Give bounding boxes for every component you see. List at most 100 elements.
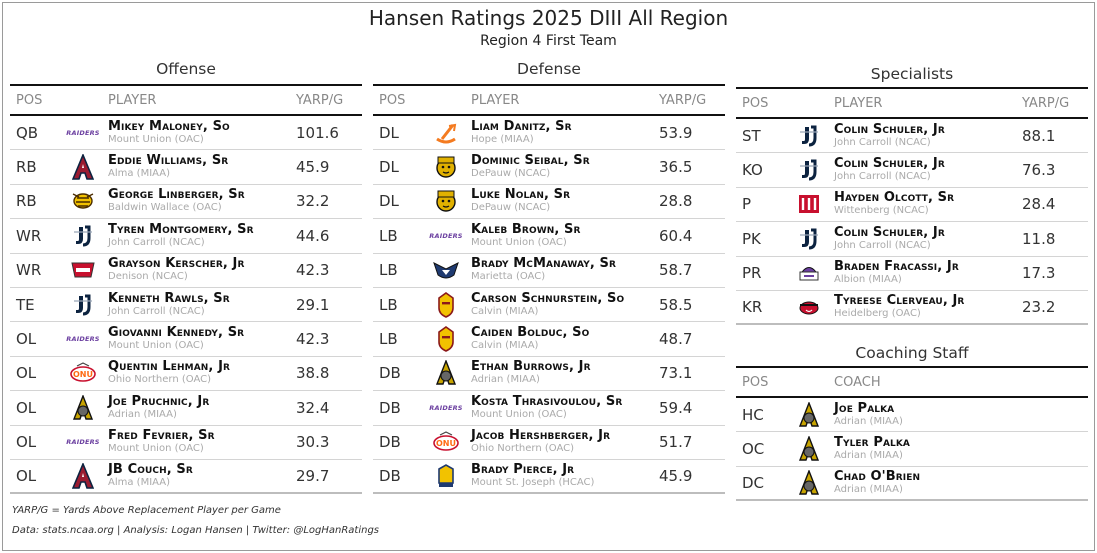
player-team: Marietta (OAC) bbox=[471, 271, 546, 283]
table-row: OC Tyler Palka Adrian (MIAA) bbox=[736, 432, 1088, 467]
player-name: Tyren Montgomery, Sr bbox=[108, 221, 254, 237]
marietta-pioneer-logo bbox=[432, 259, 460, 281]
player-cell: Kosta Thrasivoulou, Sr Mount Union (OAC) bbox=[469, 393, 655, 421]
player-cell: Mikey Maloney, So Mount Union (OAC) bbox=[106, 119, 292, 146]
hope-anchor-logo bbox=[433, 121, 459, 145]
table-row: PK Colin Schuler, Jr John Carroll (NCAC) 11… bbox=[736, 222, 1088, 257]
yarp-value: 44.6 bbox=[296, 226, 330, 245]
table-row: TE Kenneth Rawls, Sr John Carroll (NCAC) 29… bbox=[10, 288, 362, 323]
offense-header: POS PLAYER YARP/G bbox=[10, 84, 362, 116]
player-cell: Braden Fracassi, Jr Albion (MIAA) bbox=[832, 260, 1018, 286]
position-cell: KO bbox=[742, 161, 763, 180]
wittenberg-w-logo bbox=[798, 193, 820, 215]
jcu-logo bbox=[71, 293, 95, 317]
yarp-value: 58.5 bbox=[659, 295, 693, 314]
yarp-value: 38.8 bbox=[296, 364, 330, 383]
player-team: Mount Union (OAC) bbox=[108, 340, 204, 352]
depauw-tiger-logo bbox=[435, 189, 457, 213]
player-team: Calvin (MIAA) bbox=[471, 340, 539, 352]
specialists-section: Specialists POS PLAYER YARP/G ST Colin Sc… bbox=[736, 63, 1088, 326]
heidelberg-student-prince-logo bbox=[796, 296, 822, 318]
player-cell: Kaleb Brown, Sr Mount Union (OAC) bbox=[469, 221, 655, 249]
pos-header: POS bbox=[742, 374, 769, 390]
position-cell: DL bbox=[379, 158, 399, 177]
team-logo-cell bbox=[60, 224, 106, 248]
albion-britons-logo bbox=[796, 262, 822, 284]
position-cell: WR bbox=[16, 261, 42, 280]
team-logo-cell bbox=[423, 259, 469, 281]
player-team: John Carroll (NCAC) bbox=[108, 236, 205, 248]
raiders-logo: RAIDERS bbox=[429, 231, 463, 240]
position-cell: OL bbox=[16, 467, 37, 486]
position-cell: TE bbox=[16, 295, 35, 314]
player-cell: Quentin Lehman, Jr Ohio Northern (OAC) bbox=[106, 360, 292, 386]
player-name: Kosta Thrasivoulou, Sr bbox=[471, 393, 623, 409]
table-row: KO Colin Schuler, Jr John Carroll (NCAC) 76… bbox=[736, 153, 1088, 188]
player-cell: Colin Schuler, Jr John Carroll (NCAC) bbox=[832, 122, 1018, 149]
adrian-bulldog-logo bbox=[798, 469, 820, 496]
yarp-value: 42.3 bbox=[296, 330, 330, 349]
player-name: Tyler Palka bbox=[834, 435, 910, 451]
table-row: LB Caiden Bolduc, So Calvin (MIAA) 48.7 bbox=[373, 322, 725, 357]
team-logo-cell bbox=[423, 360, 469, 386]
player-cell: Ethan Burrows, Jr Adrian (MIAA) bbox=[469, 360, 655, 386]
player-name: Jacob Hershberger, Jr bbox=[471, 428, 611, 444]
player-cell: Joe Palka Adrian (MIAA) bbox=[832, 401, 1088, 428]
position-cell: DB bbox=[379, 364, 401, 383]
player-cell: Tyreese Clerveau, Jr Heidelberg (OAC) bbox=[832, 294, 1018, 320]
player-team: Mount Union (OAC) bbox=[471, 408, 567, 420]
player-name: Kaleb Brown, Sr bbox=[471, 221, 581, 237]
yarp-value: 32.2 bbox=[296, 192, 330, 211]
position-cell: DL bbox=[379, 123, 399, 142]
player-name: Joe Pruchnic, Jr bbox=[108, 393, 210, 409]
position-cell: DC bbox=[742, 473, 765, 492]
player-team: Mount St. Joseph (HCAC) bbox=[471, 477, 595, 489]
yarp-value: 58.7 bbox=[659, 261, 693, 280]
player-team: Calvin (MIAA) bbox=[471, 305, 539, 317]
player-name: Quentin Lehman, Jr bbox=[108, 359, 231, 375]
yellow-jacket-logo bbox=[70, 189, 96, 213]
team-logo-cell bbox=[423, 291, 469, 318]
table-row: DL Dominic Seibal, Sr DePauw (NCAC) 36.5 bbox=[373, 150, 725, 185]
position-cell: LB bbox=[379, 226, 398, 245]
msj-lion-logo bbox=[436, 463, 456, 489]
player-cell: JB Couch, Sr Alma (MIAA) bbox=[106, 463, 292, 489]
player-team: Adrian (MIAA) bbox=[834, 415, 903, 427]
yarp-value: 101.6 bbox=[296, 123, 339, 142]
team-logo-cell bbox=[423, 155, 469, 179]
jcu-logo bbox=[797, 158, 821, 182]
player-team: Alma (MIAA) bbox=[108, 477, 171, 489]
table-row: DL Liam Danitz, Sr Hope (MIAA) 53.9 bbox=[373, 116, 725, 151]
table-row: HC Joe Palka Adrian (MIAA) bbox=[736, 398, 1088, 433]
team-logo-cell bbox=[786, 401, 832, 428]
team-logo-cell: RAIDERS bbox=[60, 438, 106, 446]
position-cell: DL bbox=[379, 192, 399, 211]
table-row: DB RAIDERS Kosta Thrasivoulou, Sr Mount Uni… bbox=[373, 391, 725, 426]
position-cell: PK bbox=[742, 229, 761, 248]
position-cell: OL bbox=[16, 364, 37, 383]
player-cell: Chad O'Brien Adrian (MIAA) bbox=[832, 469, 1088, 496]
player-cell: Dominic Seibal, Sr DePauw (NCAC) bbox=[469, 154, 655, 180]
table-row: LB Brady McManaway, Sr Marietta (OAC) 58.7 bbox=[373, 254, 725, 288]
player-team: Adrian (MIAA) bbox=[834, 450, 903, 462]
table-row: KR Tyreese Clerveau, Jr Heidelberg (OAC) 23… bbox=[736, 291, 1088, 326]
team-logo-cell bbox=[423, 463, 469, 489]
player-team: Adrian (MIAA) bbox=[108, 408, 177, 420]
yarp-value: 48.7 bbox=[659, 330, 693, 349]
player-cell: Eddie Williams, Sr Alma (MIAA) bbox=[106, 154, 292, 180]
player-name: Eddie Williams, Sr bbox=[108, 153, 229, 169]
player-team: Mount Union (OAC) bbox=[108, 133, 204, 145]
yarp-value: 28.8 bbox=[659, 192, 693, 211]
pos-header: POS bbox=[379, 92, 406, 108]
yarp-value: 45.9 bbox=[296, 158, 330, 177]
table-row: PR Braden Fracassi, Jr Albion (MIAA) 17.3 bbox=[736, 257, 1088, 291]
team-logo-cell: RAIDERS bbox=[60, 129, 106, 137]
table-row: LB Carson Schnurstein, So Calvin (MIAA) 58.… bbox=[373, 288, 725, 323]
player-cell: Brady McManaway, Sr Marietta (OAC) bbox=[469, 257, 655, 283]
player-cell: Tyler Palka Adrian (MIAA) bbox=[832, 436, 1088, 462]
team-logo-cell bbox=[423, 189, 469, 213]
player-name: Colin Schuler, Jr bbox=[834, 156, 945, 172]
player-name: Brady Pierce, Jr bbox=[471, 462, 575, 478]
position-cell: LB bbox=[379, 261, 398, 280]
team-logo-cell bbox=[786, 193, 832, 215]
